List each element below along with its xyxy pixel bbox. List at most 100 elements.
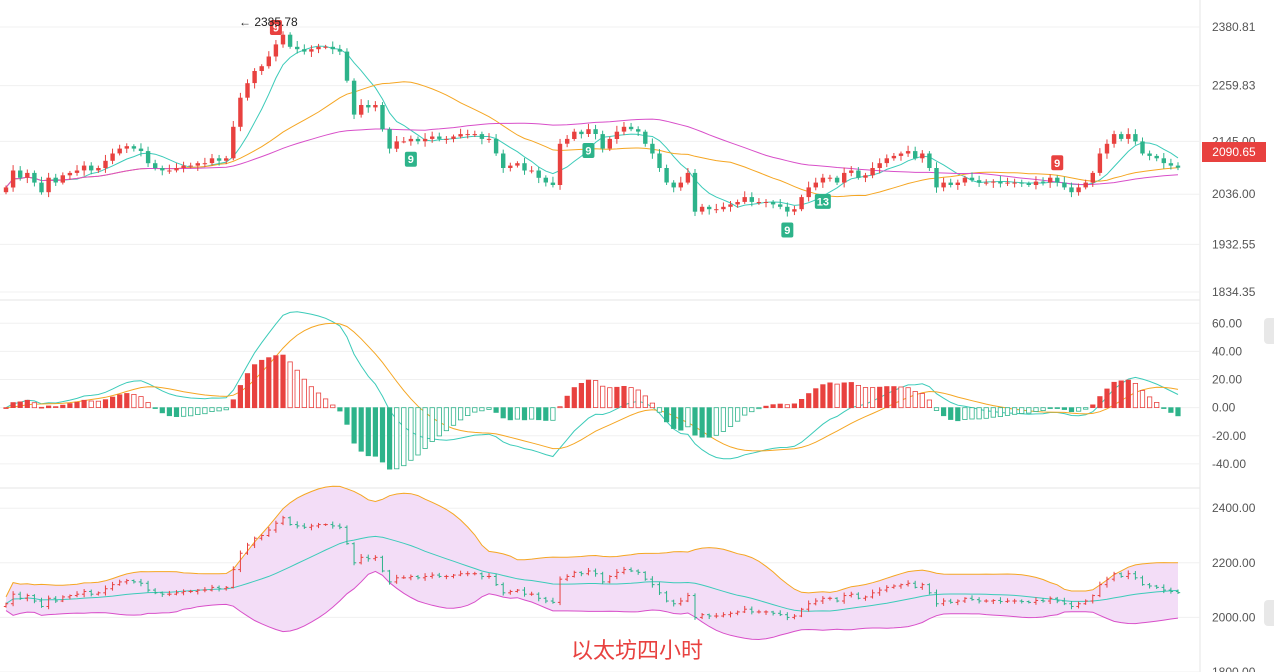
candle-body — [1012, 182, 1017, 184]
macd-bar — [223, 407, 229, 411]
candle-body — [778, 204, 783, 207]
macd-bar — [110, 396, 116, 409]
candle-body — [1175, 165, 1181, 168]
candle-body — [685, 172, 691, 183]
candle-body — [167, 170, 172, 172]
macd-bar — [344, 407, 350, 425]
macd-bar — [351, 407, 357, 444]
bollinger-band-fill — [6, 486, 1178, 640]
macd-bar — [962, 407, 968, 420]
candle-body — [89, 165, 94, 171]
macd-bar — [1118, 380, 1124, 408]
y-tick-label: 1800.00 — [1212, 665, 1256, 672]
td-signal-badge — [1051, 155, 1064, 171]
candle-body — [60, 175, 65, 183]
macd-bar — [884, 386, 890, 409]
candle-body — [74, 170, 80, 173]
candle-body — [401, 141, 406, 143]
candle-body — [941, 182, 946, 188]
macd-bar — [671, 407, 677, 429]
candle-body — [18, 170, 23, 178]
candle-body — [131, 146, 137, 149]
candle-body — [252, 71, 257, 84]
y-axis-ticks: 2380.812259.832145.002036.001932.551834.… — [1212, 20, 1256, 672]
macd-bar — [521, 407, 528, 421]
candle-body — [749, 197, 754, 202]
candle-body — [394, 141, 399, 149]
macd-bar — [180, 407, 187, 417]
macd-bar — [379, 407, 386, 463]
candle-body — [792, 209, 797, 212]
ma-slow-line — [5, 118, 1179, 188]
candle-body — [1104, 143, 1110, 154]
candle-body — [636, 129, 641, 132]
candle-body — [934, 168, 939, 188]
panel-collapse-handle[interactable] — [1264, 318, 1274, 344]
macd-bar — [1004, 407, 1011, 416]
macd-bar — [273, 355, 279, 409]
macd-bar — [841, 382, 847, 408]
candle-body — [565, 138, 570, 144]
macd-bar — [536, 407, 542, 421]
candle-body — [1168, 163, 1174, 166]
macd-bar — [188, 407, 194, 417]
macd-bar — [308, 386, 315, 409]
candle-body — [1119, 134, 1124, 139]
macd-bar — [614, 386, 620, 409]
candle-body — [643, 131, 648, 144]
macd-bar — [95, 400, 101, 409]
candle-body — [962, 177, 968, 183]
macd-bar — [642, 395, 648, 408]
macd-bar — [74, 401, 80, 409]
candle-body — [67, 172, 73, 176]
candle-body — [770, 202, 776, 205]
td-signal-badge — [404, 151, 417, 167]
candle-body — [1133, 134, 1138, 142]
macd-bar — [287, 361, 293, 409]
macd-bar — [820, 384, 826, 409]
candle-body — [827, 177, 833, 179]
candle-body — [351, 80, 357, 115]
macd-bar — [706, 407, 712, 438]
candle-body — [202, 163, 208, 165]
candle-body — [728, 204, 733, 207]
macd-bar — [770, 404, 776, 409]
macd-bar — [386, 407, 393, 470]
y-tick-label: 40.00 — [1212, 344, 1242, 358]
candle-body — [465, 134, 470, 136]
candle-body — [259, 66, 264, 71]
candle-body — [493, 138, 499, 154]
macd-bar — [621, 385, 627, 408]
candle-body — [1083, 182, 1088, 188]
candle-body — [287, 34, 293, 47]
candle-body — [678, 182, 683, 188]
candle-body — [138, 148, 144, 151]
macd-bar — [1168, 407, 1174, 413]
macd-bar — [17, 401, 23, 408]
candle-body — [756, 202, 762, 203]
candle-body — [927, 153, 932, 168]
candle-body — [1076, 187, 1081, 193]
macd-bar — [664, 407, 670, 423]
macd-bar — [1111, 381, 1117, 409]
candle-body — [81, 165, 87, 171]
macd-bar — [877, 386, 883, 409]
macd-bar — [53, 406, 59, 409]
macd-bar — [1147, 396, 1153, 409]
macd-bar — [330, 404, 336, 409]
candle-body — [224, 158, 229, 161]
ma-mid-line — [5, 81, 1179, 198]
macd-bar — [145, 402, 151, 409]
panel-collapse-handle[interactable] — [1264, 600, 1274, 626]
macd-bar — [10, 402, 16, 409]
macd-dif-line — [5, 311, 1179, 460]
macd-bar — [450, 407, 457, 426]
candle-body — [117, 148, 122, 154]
candle-body — [245, 83, 250, 98]
macd-bar — [1125, 379, 1131, 409]
band-candles — [3, 515, 1181, 621]
candle-body — [579, 131, 584, 135]
macd-bar — [699, 407, 705, 438]
macd-bar — [88, 400, 94, 408]
candle-body — [522, 163, 527, 171]
